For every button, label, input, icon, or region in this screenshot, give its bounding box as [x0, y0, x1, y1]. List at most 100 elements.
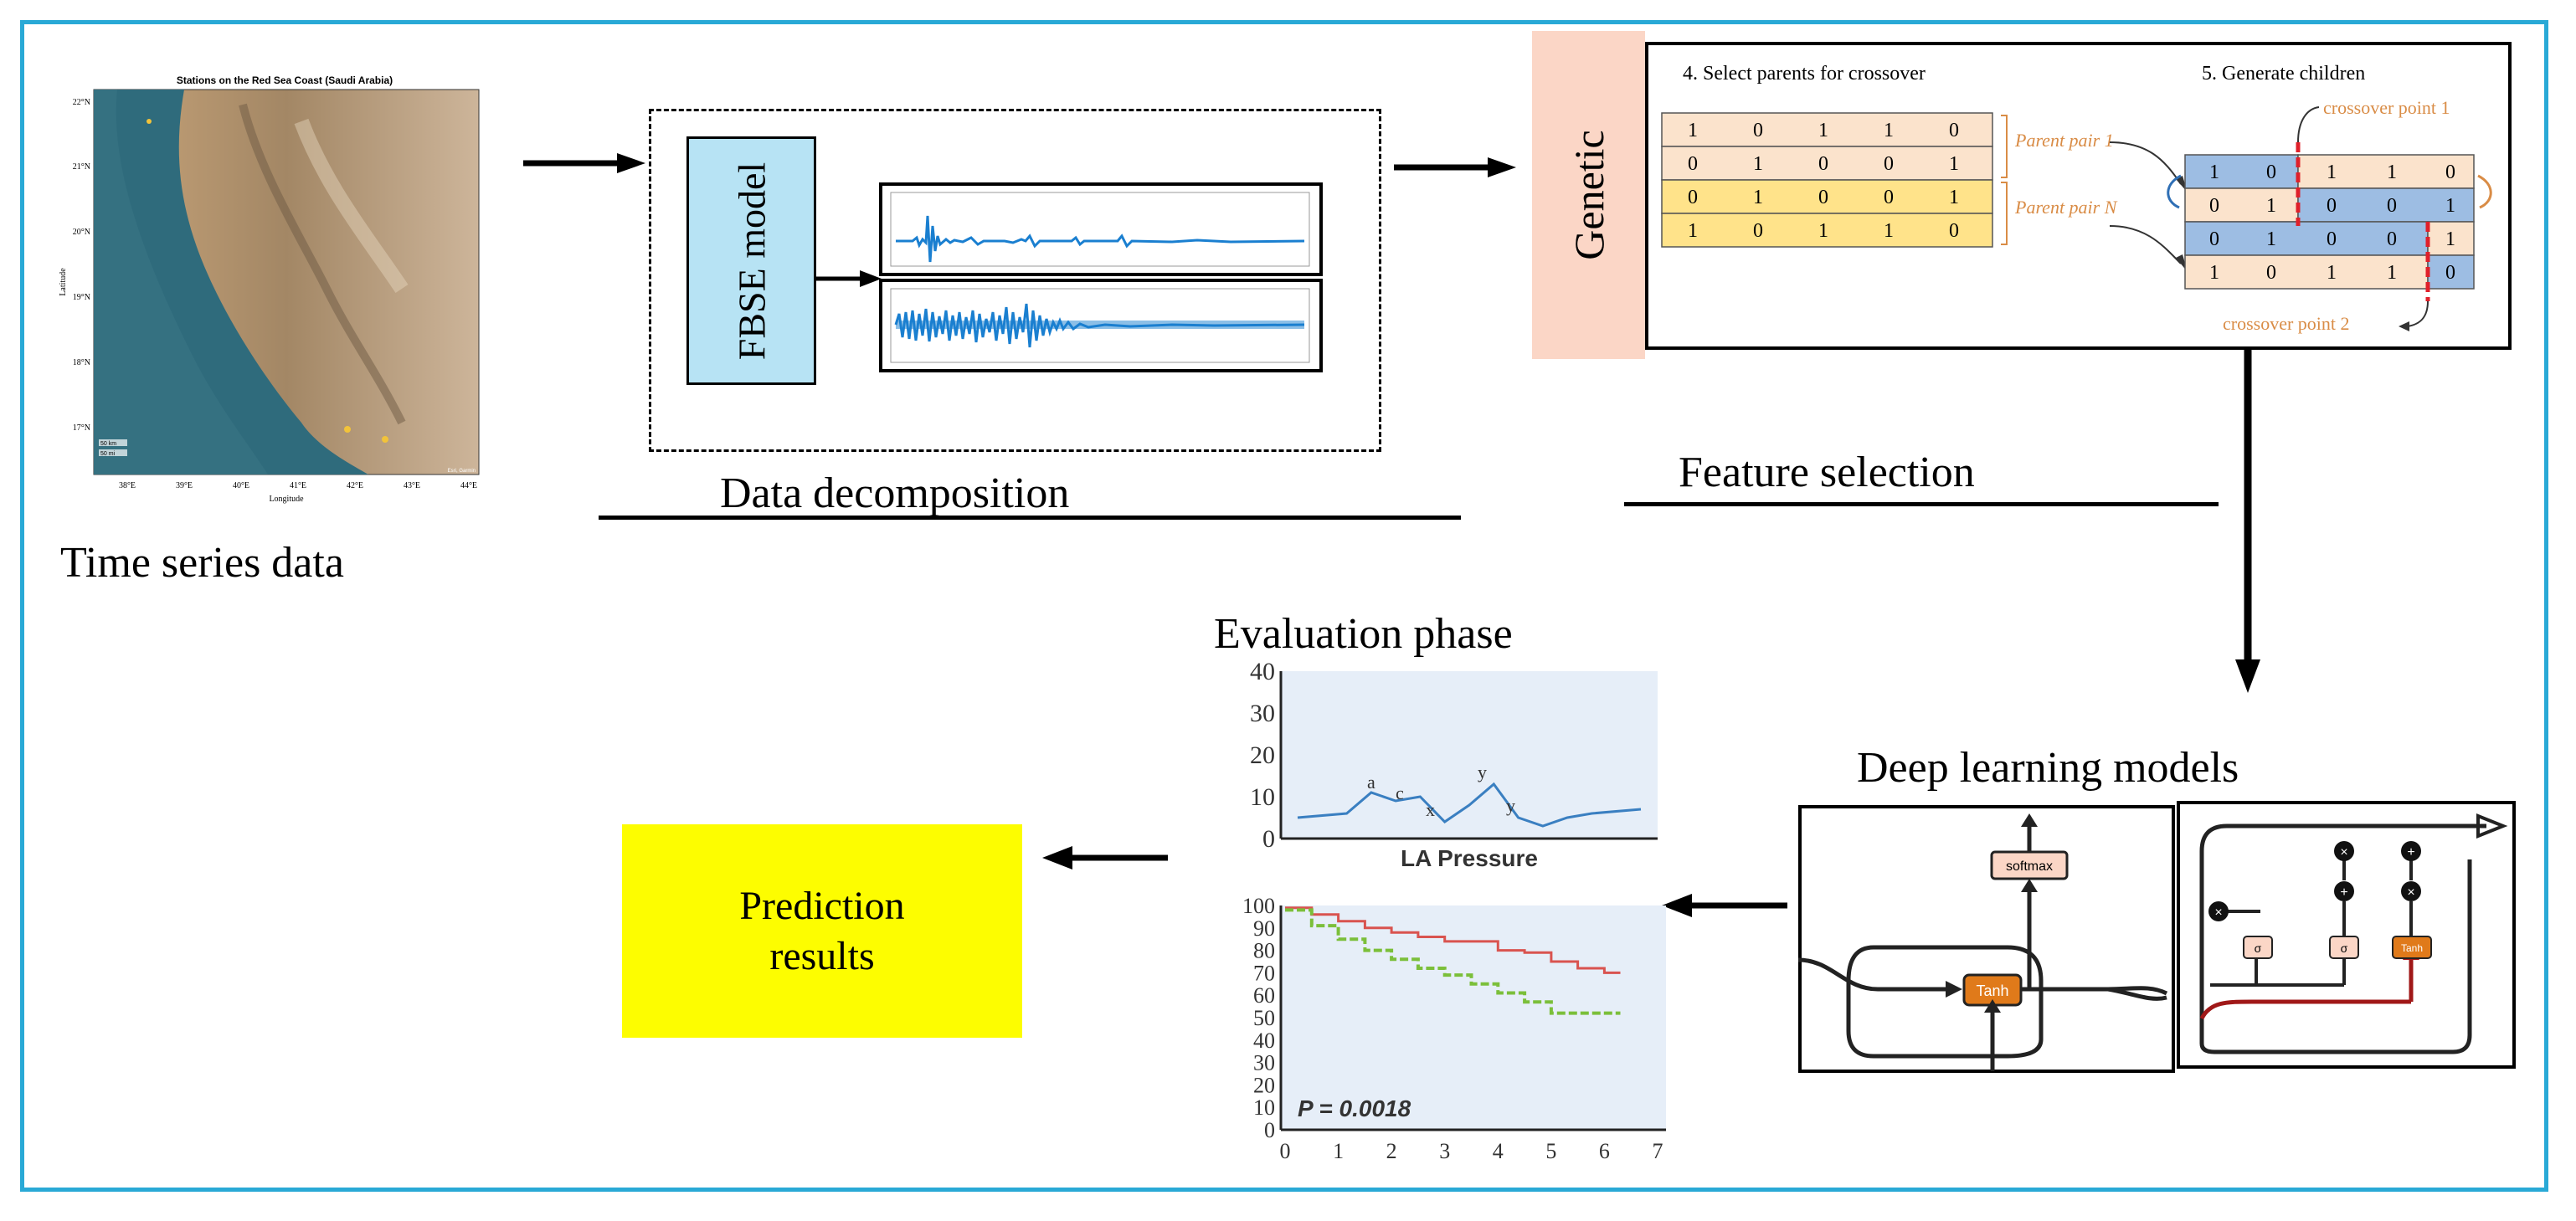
- station-map: Stations on the Red Sea Coast (Saudi Ara…: [59, 74, 480, 504]
- scale-bottom: 50 mi: [100, 451, 116, 457]
- x-tick: 5: [1545, 1139, 1556, 1163]
- signal-panel-2: [879, 279, 1323, 372]
- survival-curve-lower: [1285, 908, 1621, 1015]
- parent-bit: 0: [1818, 187, 1828, 208]
- parent-bit: 1: [1818, 220, 1828, 242]
- lon-tick: 43°E: [404, 481, 420, 490]
- child-bit: 1: [2266, 195, 2276, 217]
- lon-tick: 39°E: [176, 481, 193, 490]
- survival-curve-upper: [1285, 906, 1621, 974]
- lstm-add: +: [2340, 885, 2347, 900]
- lon-tick: 42°E: [347, 481, 363, 490]
- lat-tick: 19°N: [73, 293, 90, 302]
- map-ylabel: Latitude: [59, 268, 68, 296]
- map-xlabel: Longitude: [269, 495, 304, 504]
- map-credit: Esri, Garmin: [448, 469, 476, 474]
- child-bit: 0: [2327, 228, 2337, 250]
- genetic-label: Genetic: [1565, 130, 1612, 260]
- step4-title: 4. Select parents for crossover: [1683, 63, 1926, 85]
- child-bit: 1: [2445, 195, 2455, 217]
- annotation-c: c: [1396, 782, 1404, 803]
- rnn-softmax: softmax: [2006, 859, 2053, 874]
- decomposition-dashed-box: [649, 109, 1381, 452]
- fbse-model-label: FBSE model: [730, 162, 773, 360]
- child-bit: 0: [2445, 262, 2455, 284]
- parent-bit: 0: [1949, 220, 1959, 242]
- lstm-multiply: ×: [2407, 885, 2414, 900]
- parent-bit: 1: [1949, 187, 1959, 208]
- parent-bit: 1: [1753, 187, 1763, 208]
- crossover-point-2-label: crossover point 2: [2223, 313, 2350, 334]
- y-tick: 30: [1253, 1051, 1275, 1075]
- p-value-annotation: P = 0.0018: [1298, 1095, 1411, 1121]
- x-tick: 0: [1280, 1139, 1291, 1163]
- x-tick: 7: [1653, 1139, 1663, 1163]
- parent-pair-1-label: Parent pair 1: [2014, 130, 2114, 151]
- parent-bit: 0: [1818, 153, 1828, 175]
- y-tick: 60: [1253, 983, 1275, 1008]
- child-bit: 1: [2209, 162, 2219, 183]
- child-bit: 0: [2387, 195, 2397, 217]
- child-bit: 0: [2209, 195, 2219, 217]
- child-bit: 1: [2209, 262, 2219, 284]
- y-tick: 30: [1250, 700, 1275, 727]
- rnn-cell-diagram: Tanh softmax: [1798, 805, 2175, 1073]
- eval-plot-1-xlabel: LA Pressure: [1401, 845, 1538, 871]
- x-tick: 4: [1493, 1139, 1504, 1163]
- time-series-label: Time series data: [60, 539, 344, 587]
- y-tick: 50: [1253, 1006, 1275, 1030]
- parent-bit: 1: [1753, 153, 1763, 175]
- annotation-x: x: [1426, 799, 1435, 820]
- child-bit: 0: [2266, 262, 2276, 284]
- lon-tick: 40°E: [233, 481, 249, 490]
- child-bit: 0: [2266, 162, 2276, 183]
- child-bit: 1: [2327, 162, 2337, 183]
- arrow-genetic-to-dl: [2235, 350, 2260, 693]
- lon-tick: 38°E: [119, 481, 136, 490]
- lstm-add: +: [2407, 845, 2414, 859]
- child-bit: 1: [2445, 228, 2455, 250]
- map-title: Stations on the Red Sea Coast (Saudi Ara…: [177, 74, 393, 86]
- lstm-tanh: Tanh: [2401, 942, 2423, 954]
- step5-title: 5. Generate children: [2202, 63, 2365, 85]
- y-tick: 10: [1253, 1095, 1275, 1120]
- lon-tick: 41°E: [290, 481, 306, 490]
- y-tick: 10: [1250, 783, 1275, 811]
- deep-learning-label: Deep learning models: [1857, 744, 2239, 792]
- child-chromosomes: 1 0 1 1 0 0 1 0 0 1 0 1 0 0 1 1 0 1 1 0: [2184, 154, 2475, 290]
- evaluation-phase-label: Evaluation phase: [1214, 610, 1513, 658]
- annotation-a: a: [1367, 772, 1375, 793]
- annotation-y: y: [1478, 762, 1487, 782]
- child-bit: 1: [2327, 262, 2337, 284]
- genetic-algorithm-panel: 4. Select parents for crossover 5. Gener…: [1645, 42, 2512, 350]
- parent-bit: 1: [1688, 120, 1698, 141]
- eval-curve-line: [1297, 782, 1642, 828]
- child-bit: 0: [2327, 195, 2337, 217]
- parent-bit: 1: [1884, 220, 1894, 242]
- lat-tick: 18°N: [73, 358, 90, 367]
- lstm-multiply: ×: [2214, 905, 2222, 920]
- parent-bit: 0: [1753, 120, 1763, 141]
- parent-chromosomes: 1 0 1 1 0 0 1 0 0 1 0 1 0 0 1 1 0 1 1 0: [1661, 112, 1993, 248]
- parent-bit: 1: [1949, 153, 1959, 175]
- lat-tick: 17°N: [73, 423, 90, 433]
- parent-bit: 0: [1688, 187, 1698, 208]
- lat-tick: 21°N: [73, 162, 90, 172]
- child-bit: 0: [2387, 228, 2397, 250]
- child-bit: 0: [2209, 228, 2219, 250]
- signal-panel-1: [879, 182, 1323, 276]
- lon-tick: 44°E: [460, 481, 477, 490]
- fbse-arrow: [816, 270, 882, 287]
- annotation-y: y: [1506, 795, 1515, 816]
- feature-selection-underline: [1624, 502, 2219, 506]
- scale-top: 50 km: [100, 441, 116, 447]
- figure-frame: [20, 20, 2548, 1192]
- parent-bit: 1: [1688, 220, 1698, 242]
- lstm-cell-diagram: σ σ Tanh × × + + ×: [2177, 801, 2516, 1069]
- y-tick: 0: [1262, 825, 1275, 853]
- feature-selection-label: Feature selection: [1679, 449, 1975, 496]
- x-tick: 3: [1439, 1139, 1450, 1163]
- y-tick: 20: [1250, 741, 1275, 769]
- child-bit: 1: [2387, 262, 2397, 284]
